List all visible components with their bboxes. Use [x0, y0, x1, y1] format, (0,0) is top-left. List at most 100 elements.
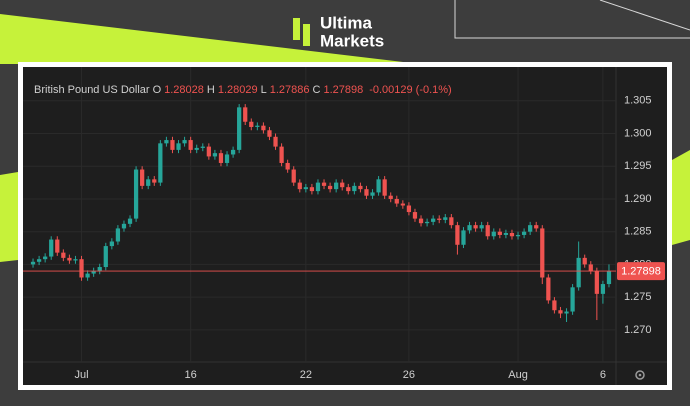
y-tick-label: 1.285	[624, 226, 652, 238]
candle-body	[546, 277, 551, 301]
candle-body	[479, 225, 484, 229]
candle-body	[521, 231, 527, 235]
candle-body	[194, 147, 199, 150]
accent-band	[0, 14, 420, 64]
candle-body	[255, 125, 260, 127]
candle-body	[103, 246, 108, 268]
candle-body	[97, 267, 102, 271]
y-tick-label: 1.290	[624, 193, 652, 205]
candle-body	[418, 218, 424, 224]
decor-line	[599, 0, 690, 31]
last-price-tag	[617, 262, 665, 281]
candle-body	[152, 179, 157, 183]
plot	[30, 104, 612, 323]
candle-body	[115, 228, 121, 242]
candle-body	[576, 257, 581, 288]
candle-body	[467, 225, 472, 231]
candle-body	[303, 187, 308, 190]
candle-body	[400, 203, 405, 206]
brand-line: Ultima	[320, 13, 373, 32]
x-tick-label: 6	[600, 369, 606, 381]
candle-body	[55, 239, 60, 253]
candle-body	[588, 264, 593, 271]
candle-body	[594, 270, 599, 294]
candle-body	[412, 212, 418, 219]
y-tick-label: 1.295	[624, 160, 652, 172]
candle-body	[237, 107, 242, 150]
candle-body	[443, 217, 448, 220]
candle-body	[36, 259, 42, 262]
candle-body	[600, 284, 606, 294]
ohlc-value: 1.27886	[269, 84, 310, 96]
candle-body	[455, 225, 460, 245]
candle-body	[309, 187, 315, 192]
candle-body	[473, 225, 478, 229]
candle-body	[449, 217, 454, 226]
grid	[23, 67, 616, 362]
settings-icon[interactable]	[635, 370, 645, 380]
candle-body	[424, 221, 430, 224]
candle-body	[515, 234, 521, 237]
candle-body	[200, 146, 205, 148]
candle-body	[606, 270, 612, 285]
candle-body	[285, 162, 290, 170]
candle-body	[570, 287, 575, 312]
ohlc-key: H	[206, 84, 215, 96]
candle-body	[249, 121, 254, 127]
accent-band	[672, 150, 690, 245]
logo-icon	[293, 18, 310, 46]
candle-body	[388, 195, 393, 199]
candle-body	[85, 273, 90, 278]
candle-body	[127, 218, 133, 224]
candle-body	[182, 140, 187, 144]
candle-body	[340, 182, 345, 188]
candle-body	[261, 125, 266, 131]
legend-header: British Pound US Dollar O 1.28028 H 1.28029 L…	[34, 84, 455, 96]
symbol: British Pound US Dollar	[34, 84, 150, 96]
y-tick-label: 1.270	[624, 324, 652, 336]
candle-body	[376, 179, 381, 193]
x-tick-label: Jul	[75, 369, 89, 381]
candle-body	[164, 140, 169, 144]
candle-body	[43, 256, 48, 260]
candle-body	[564, 311, 569, 314]
candle-body	[358, 185, 363, 190]
candle-body	[552, 300, 557, 311]
decor-line	[454, 0, 690, 39]
candle-body	[364, 189, 369, 196]
ohlc-key: C	[312, 84, 321, 96]
candle-body	[212, 153, 218, 157]
candle-body	[243, 107, 248, 122]
candle-body	[218, 153, 224, 163]
candle-body	[334, 182, 339, 190]
y-tick-label: 1.305	[624, 95, 652, 107]
candle-body	[73, 259, 78, 261]
candle-body	[91, 270, 96, 274]
candle-body	[461, 230, 466, 245]
candle-body	[140, 169, 145, 186]
candle-body	[382, 179, 387, 196]
candle-body	[267, 130, 272, 137]
x-tick-label: 26	[403, 369, 415, 381]
y-tick-label: 1.275	[624, 291, 652, 303]
candle-body	[109, 241, 114, 247]
candle-body	[509, 232, 515, 237]
candle-body	[540, 228, 545, 278]
candle-body	[394, 198, 399, 204]
change-pct: (-0.1%)	[415, 84, 452, 96]
candle-body	[49, 239, 54, 257]
ohlc-value: 1.27898	[323, 84, 364, 96]
candle-body	[437, 218, 442, 220]
candle-body	[67, 257, 72, 261]
candle-body	[297, 182, 302, 190]
candle-body	[273, 136, 278, 147]
candle-body	[315, 182, 321, 192]
candle-body	[485, 225, 490, 237]
candle-body	[188, 140, 193, 150]
accent-band	[0, 172, 18, 262]
candle-body	[528, 225, 533, 232]
x-tick-label: Aug	[508, 369, 528, 381]
ohlc-value: 1.28028	[164, 84, 204, 96]
candle-body	[291, 169, 296, 183]
